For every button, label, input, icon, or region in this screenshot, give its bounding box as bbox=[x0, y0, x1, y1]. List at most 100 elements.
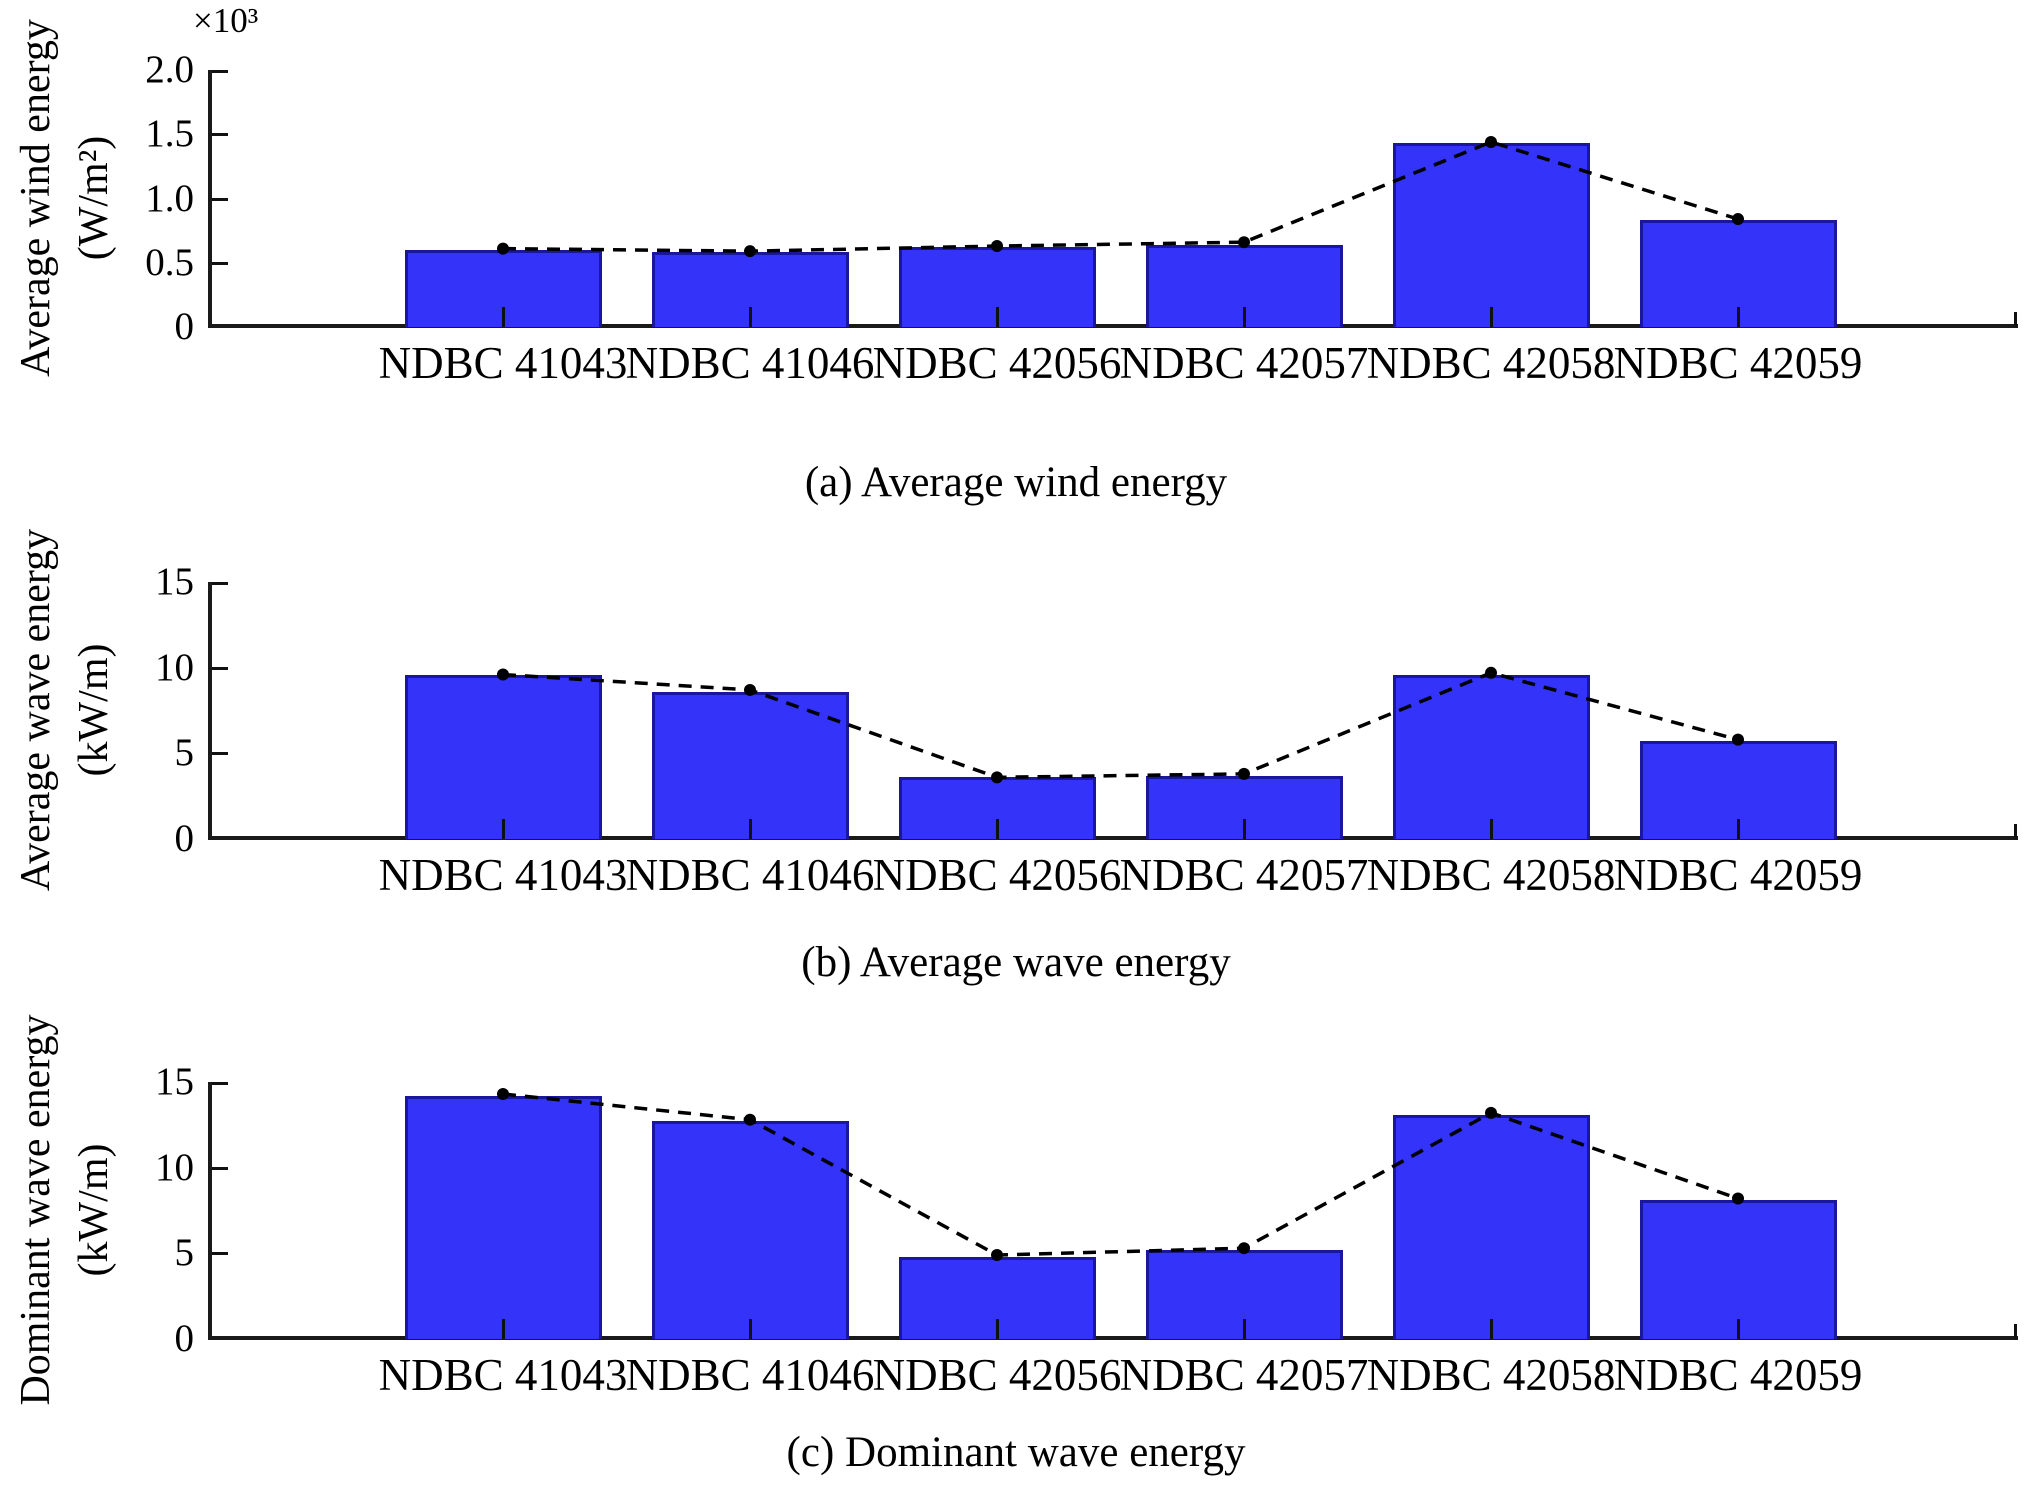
y-tick-label: 15 bbox=[155, 1060, 194, 1103]
data-point-marker bbox=[744, 1113, 756, 1126]
x-category-label: NDBC 42059 bbox=[1613, 850, 1863, 900]
x-category-label: NDBC 41046 bbox=[625, 1350, 875, 1400]
y-tick-label: 10 bbox=[155, 1145, 194, 1189]
trend-line bbox=[502, 670, 1739, 780]
data-point-marker bbox=[1485, 1106, 1497, 1119]
bar bbox=[651, 1121, 849, 1339]
data-point-marker bbox=[1485, 135, 1497, 148]
x-category-label: NDBC 42056 bbox=[872, 850, 1122, 900]
x-tick bbox=[501, 307, 505, 327]
x-category-label: NDBC 41046 bbox=[625, 850, 875, 900]
x-tick bbox=[995, 819, 999, 839]
trend-line-layer bbox=[497, 1087, 1744, 1262]
data-point-marker bbox=[1238, 1242, 1250, 1255]
bar bbox=[404, 1095, 602, 1339]
data-point-marker bbox=[744, 683, 756, 696]
x-tick bbox=[1489, 307, 1493, 327]
x-category-label: NDBC 41043 bbox=[378, 850, 628, 900]
x-category-label: NDBC 41043 bbox=[378, 1350, 628, 1400]
x-tick bbox=[1736, 307, 1740, 327]
x-tick bbox=[748, 307, 752, 327]
y-tick-label: 0.5 bbox=[145, 240, 194, 284]
data-point-marker bbox=[1238, 236, 1250, 249]
y-axis-title-a: Average wind energy bbox=[13, 19, 59, 377]
y-tick bbox=[212, 752, 228, 756]
trend-line-layer bbox=[497, 666, 1744, 784]
bar bbox=[651, 691, 849, 839]
y-axis-line bbox=[208, 70, 212, 327]
y-tick bbox=[212, 261, 228, 265]
y-tick-label: 10 bbox=[155, 645, 194, 689]
axis-end-tick bbox=[2014, 1324, 2017, 1339]
x-tick bbox=[501, 1319, 505, 1339]
data-point-marker bbox=[991, 771, 1003, 784]
axis-end-tick bbox=[2014, 312, 2017, 327]
y-tick-label: 0 bbox=[174, 305, 195, 348]
data-point-marker bbox=[1238, 767, 1250, 780]
x-tick bbox=[1489, 1319, 1493, 1339]
y-tick bbox=[212, 1166, 228, 1170]
trend-line bbox=[502, 1092, 1739, 1257]
y-tick-label: 15 bbox=[155, 560, 194, 603]
x-category-label: NDBC 42057 bbox=[1119, 338, 1369, 388]
data-point-marker bbox=[497, 242, 509, 255]
x-tick bbox=[501, 819, 505, 839]
data-point-marker bbox=[1732, 733, 1744, 746]
data-point-marker bbox=[1732, 1192, 1744, 1205]
x-tick bbox=[1736, 819, 1740, 839]
y-tick bbox=[212, 133, 228, 137]
caption-a: (a) Average wind energy bbox=[804, 459, 1228, 506]
x-category-label: NDBC 42058 bbox=[1366, 1350, 1616, 1400]
bar bbox=[404, 674, 602, 839]
trend-line-layer bbox=[497, 135, 1744, 258]
data-point-marker bbox=[1732, 213, 1744, 226]
y-tick-label: 1.5 bbox=[145, 112, 194, 156]
x-category-label: NDBC 42058 bbox=[1366, 338, 1616, 388]
data-point-marker bbox=[1485, 666, 1497, 679]
x-tick bbox=[748, 819, 752, 839]
y-tick bbox=[212, 666, 228, 670]
x-category-label: NDBC 42057 bbox=[1119, 1350, 1369, 1400]
axis-end-tick bbox=[2014, 824, 2017, 839]
x-axis-line bbox=[208, 1336, 2018, 1340]
y-tick bbox=[212, 197, 228, 201]
x-category-label: NDBC 42059 bbox=[1613, 338, 1863, 388]
x-tick bbox=[995, 307, 999, 327]
x-tick bbox=[1242, 819, 1246, 839]
y-tick-label: 0 bbox=[174, 817, 195, 860]
x-tick bbox=[1242, 307, 1246, 327]
x-category-label: NDBC 41046 bbox=[625, 338, 875, 388]
caption-c: (c) Dominant wave energy bbox=[786, 1429, 1246, 1476]
y-axis-line bbox=[208, 1082, 212, 1339]
x-category-label: NDBC 41043 bbox=[378, 338, 628, 388]
x-category-label: NDBC 42058 bbox=[1366, 850, 1616, 900]
x-tick bbox=[748, 1319, 752, 1339]
x-tick bbox=[1489, 819, 1493, 839]
y-tick bbox=[212, 1252, 228, 1256]
y-tick-label: 1.0 bbox=[145, 176, 194, 220]
y-axis-title-c: Dominant wave energy bbox=[13, 1014, 59, 1406]
data-point-marker bbox=[991, 240, 1003, 253]
x-axis-line bbox=[208, 324, 2018, 328]
y-axis-line bbox=[208, 582, 212, 839]
y-axis-title-b: Average wave energy bbox=[13, 528, 59, 892]
y-tick bbox=[212, 70, 228, 73]
x-category-label: NDBC 42057 bbox=[1119, 850, 1369, 900]
plot-area-c: 0 5 10 15 NDBC 41043 NDBC 41046 NDBC 42056 NDBC… bbox=[155, 1061, 2018, 1399]
y-tick-label: 2.0 bbox=[145, 48, 194, 91]
y-tick-label: 5 bbox=[174, 731, 195, 775]
y-tick bbox=[212, 1082, 228, 1085]
data-point-marker bbox=[991, 1249, 1003, 1262]
data-point-marker bbox=[744, 245, 756, 258]
y-tick-label: 0 bbox=[174, 1317, 195, 1360]
trend-line bbox=[502, 140, 1739, 253]
plot-area-b: 0 5 10 15 NDBC 41043 NDBC 41046 NDBC 42056 NDBC… bbox=[155, 561, 2018, 899]
caption-b: (b) Average wave energy bbox=[801, 939, 1231, 986]
x-tick bbox=[995, 1319, 999, 1339]
x-category-label: NDBC 42056 bbox=[872, 338, 1122, 388]
data-point-marker bbox=[497, 668, 509, 681]
x-tick bbox=[1242, 1319, 1246, 1339]
y-tick bbox=[212, 582, 228, 585]
bar bbox=[1392, 1114, 1590, 1339]
